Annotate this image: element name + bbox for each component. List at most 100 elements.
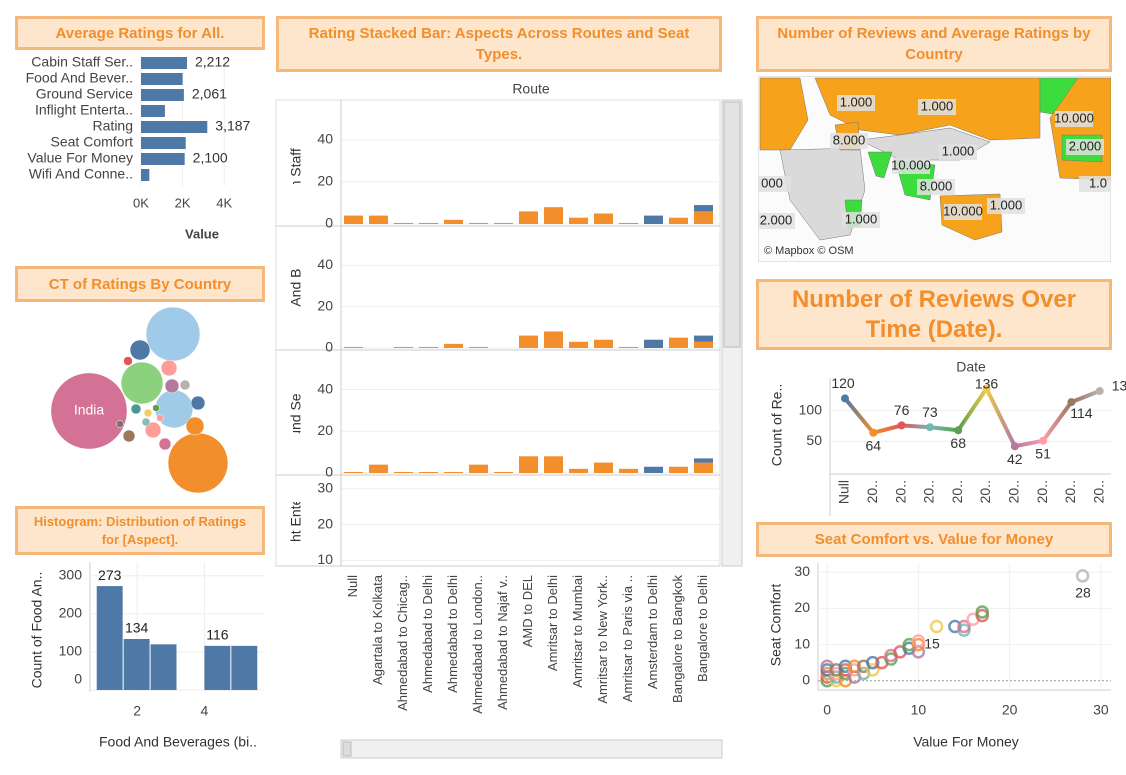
map-label: 8.000 bbox=[833, 132, 866, 147]
bar-segment bbox=[694, 211, 713, 224]
value-label: 68 bbox=[950, 435, 966, 451]
point bbox=[982, 384, 991, 393]
map-label: 10.000 bbox=[1054, 110, 1094, 125]
line bbox=[843, 384, 1101, 449]
annotation: 28 bbox=[1075, 585, 1091, 601]
x-tick-label: 20.. bbox=[864, 480, 880, 503]
bar-segment bbox=[544, 207, 563, 224]
bar-segment bbox=[594, 213, 613, 224]
x-tick-label: Amritsar to New York.. bbox=[595, 575, 610, 704]
panel-header: Number of Reviews and Average Ratings by… bbox=[756, 16, 1112, 72]
value-label: 64 bbox=[866, 437, 882, 453]
value-label: 42 bbox=[1007, 451, 1023, 467]
label-bg bbox=[944, 204, 982, 220]
value-label: 73 bbox=[922, 404, 938, 420]
y-tick-label: 30 bbox=[794, 563, 810, 579]
label-bg bbox=[1066, 139, 1104, 155]
bar-segment bbox=[519, 335, 538, 348]
bubble bbox=[120, 361, 164, 405]
y-tick-label: 30 bbox=[317, 479, 333, 495]
point bbox=[1075, 569, 1090, 583]
y-axis-title: Count of Food An.. bbox=[29, 572, 45, 689]
bubble bbox=[145, 306, 201, 362]
bar-segment bbox=[419, 222, 438, 224]
x-axis-title: Date bbox=[956, 359, 986, 375]
label-bg bbox=[917, 179, 955, 195]
bar bbox=[141, 89, 184, 101]
value-label: 3,187 bbox=[215, 118, 250, 134]
bar-segment bbox=[569, 468, 588, 473]
label-bg bbox=[892, 158, 930, 174]
bar bbox=[141, 57, 188, 69]
value-label: 273 bbox=[98, 567, 122, 583]
panel-header: Number of Reviews Over Time (Date). bbox=[756, 279, 1112, 350]
label-bg bbox=[918, 99, 956, 115]
point bbox=[866, 663, 880, 677]
bar-segment bbox=[644, 466, 663, 473]
map-label: 000 bbox=[761, 175, 783, 190]
bar-segment bbox=[694, 462, 713, 473]
category-label: Rating bbox=[93, 118, 133, 134]
y-tick-label: 300 bbox=[59, 567, 83, 583]
x-axis-title: Food And Beverages (bi.. bbox=[99, 734, 257, 750]
y-tick-label: 0 bbox=[325, 215, 333, 231]
bar-segment bbox=[444, 471, 463, 473]
bar-segment bbox=[444, 343, 463, 348]
bar-segment bbox=[344, 346, 363, 348]
x-tick-label: 0 bbox=[823, 702, 831, 718]
bar-segment bbox=[594, 339, 613, 348]
map-label: 10.000 bbox=[943, 203, 983, 218]
x-tick-label: 20.. bbox=[1034, 480, 1050, 503]
map-label: 1.000 bbox=[845, 211, 878, 226]
bubble bbox=[190, 395, 206, 411]
bubble bbox=[116, 420, 124, 428]
point bbox=[866, 655, 880, 670]
point bbox=[954, 426, 963, 435]
x-tick-label: Null bbox=[836, 480, 852, 504]
panel-frame bbox=[275, 99, 721, 567]
point bbox=[847, 659, 862, 674]
x-tick-label: Bangalore to Delhi bbox=[695, 575, 710, 682]
y-tick-label: 100 bbox=[799, 401, 823, 417]
bar-segment bbox=[444, 219, 463, 224]
y-tick-label: 200 bbox=[59, 605, 83, 621]
panel-header: Histogram: Distribution of Ratings for [… bbox=[15, 506, 265, 555]
bar-segment bbox=[694, 335, 713, 342]
map-label: 1.000 bbox=[942, 143, 975, 158]
bar-segment bbox=[394, 222, 413, 224]
category-label: Cabin Staff Ser.. bbox=[31, 54, 133, 70]
x-tick-label: Ahmedabad to Delhi bbox=[445, 575, 460, 693]
x-tick-label: 20.. bbox=[949, 480, 965, 503]
bar-segment bbox=[419, 346, 438, 348]
y-tick-label: 20 bbox=[317, 422, 333, 438]
value-label: 2,061 bbox=[192, 86, 227, 102]
bar-segment bbox=[669, 337, 688, 348]
point bbox=[975, 605, 989, 619]
panel-header: Rating Stacked Bar: Aspects Across Route… bbox=[276, 16, 722, 72]
bar-segment bbox=[344, 471, 363, 473]
bar bbox=[141, 73, 183, 85]
label-bg bbox=[1055, 111, 1093, 127]
map: 1.000 1.000 8.000 10.000 2.000 10.000 1.000 8.0… bbox=[758, 76, 1111, 262]
value-label: 76 bbox=[894, 402, 910, 418]
x-tick-label: 4 bbox=[201, 703, 209, 719]
category-label: Ground Service bbox=[36, 86, 133, 102]
scrollbar-thumb bbox=[342, 741, 352, 757]
bar-segment bbox=[469, 464, 488, 473]
bubble-label: India bbox=[74, 402, 105, 418]
x-tick-label: 30 bbox=[1093, 702, 1109, 718]
scrollbar bbox=[340, 739, 723, 759]
x-tick-label: Amritsar to Mumbai bbox=[570, 575, 585, 688]
x-tick-label: Bangalore to Bangkok bbox=[670, 575, 685, 703]
bubble bbox=[160, 359, 178, 377]
panel-header: Average Ratings for All. bbox=[15, 16, 265, 50]
panel-header: Seat Comfort vs. Value for Money bbox=[756, 522, 1112, 557]
category-label: Food And Bever.. bbox=[26, 70, 133, 86]
bar-segment bbox=[644, 339, 663, 348]
x-tick-label: Amsterdam to Delhi bbox=[645, 575, 660, 689]
x-tick-label: 10 bbox=[911, 702, 927, 718]
bar-segment bbox=[669, 217, 688, 224]
x-axis-title: Value For Money bbox=[913, 734, 1019, 750]
label-bg bbox=[837, 95, 875, 111]
map-label: 10.000 bbox=[891, 157, 931, 172]
